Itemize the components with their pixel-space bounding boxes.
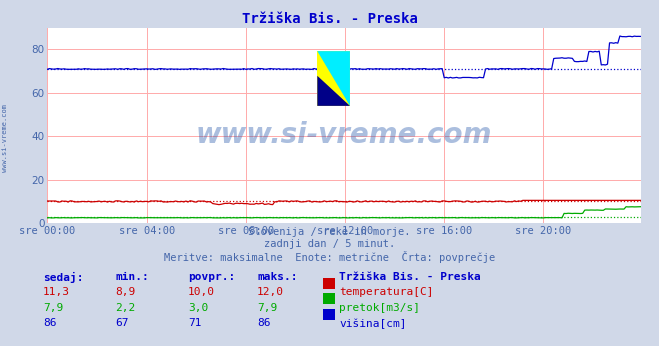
Text: 3,0: 3,0 xyxy=(188,303,208,313)
Text: sedaj:: sedaj: xyxy=(43,272,83,283)
Text: 86: 86 xyxy=(257,318,270,328)
Text: Meritve: maksimalne  Enote: metrične  Črta: povprečje: Meritve: maksimalne Enote: metrične Črta… xyxy=(164,251,495,263)
Text: Tržiška Bis. - Preska: Tržiška Bis. - Preska xyxy=(339,272,481,282)
Text: 12,0: 12,0 xyxy=(257,287,284,297)
Text: 7,9: 7,9 xyxy=(43,303,63,313)
Text: www.si-vreme.com: www.si-vreme.com xyxy=(196,121,492,149)
Text: 11,3: 11,3 xyxy=(43,287,70,297)
Text: 7,9: 7,9 xyxy=(257,303,277,313)
Text: višina[cm]: višina[cm] xyxy=(339,318,407,329)
Text: Tržiška Bis. - Preska: Tržiška Bis. - Preska xyxy=(242,12,417,26)
Text: 71: 71 xyxy=(188,318,201,328)
Polygon shape xyxy=(318,51,350,106)
Text: temperatura[C]: temperatura[C] xyxy=(339,287,434,297)
Text: maks.:: maks.: xyxy=(257,272,297,282)
Text: Slovenija / reke in morje.: Slovenija / reke in morje. xyxy=(248,227,411,237)
Text: zadnji dan / 5 minut.: zadnji dan / 5 minut. xyxy=(264,239,395,249)
Text: povpr.:: povpr.: xyxy=(188,272,235,282)
Text: 2,2: 2,2 xyxy=(115,303,136,313)
Text: 67: 67 xyxy=(115,318,129,328)
Text: pretok[m3/s]: pretok[m3/s] xyxy=(339,303,420,313)
Text: 86: 86 xyxy=(43,318,56,328)
Text: min.:: min.: xyxy=(115,272,149,282)
Bar xyxy=(318,51,350,106)
Text: 8,9: 8,9 xyxy=(115,287,136,297)
Polygon shape xyxy=(318,76,350,106)
Text: 10,0: 10,0 xyxy=(188,287,215,297)
Text: www.si-vreme.com: www.si-vreme.com xyxy=(2,104,9,172)
